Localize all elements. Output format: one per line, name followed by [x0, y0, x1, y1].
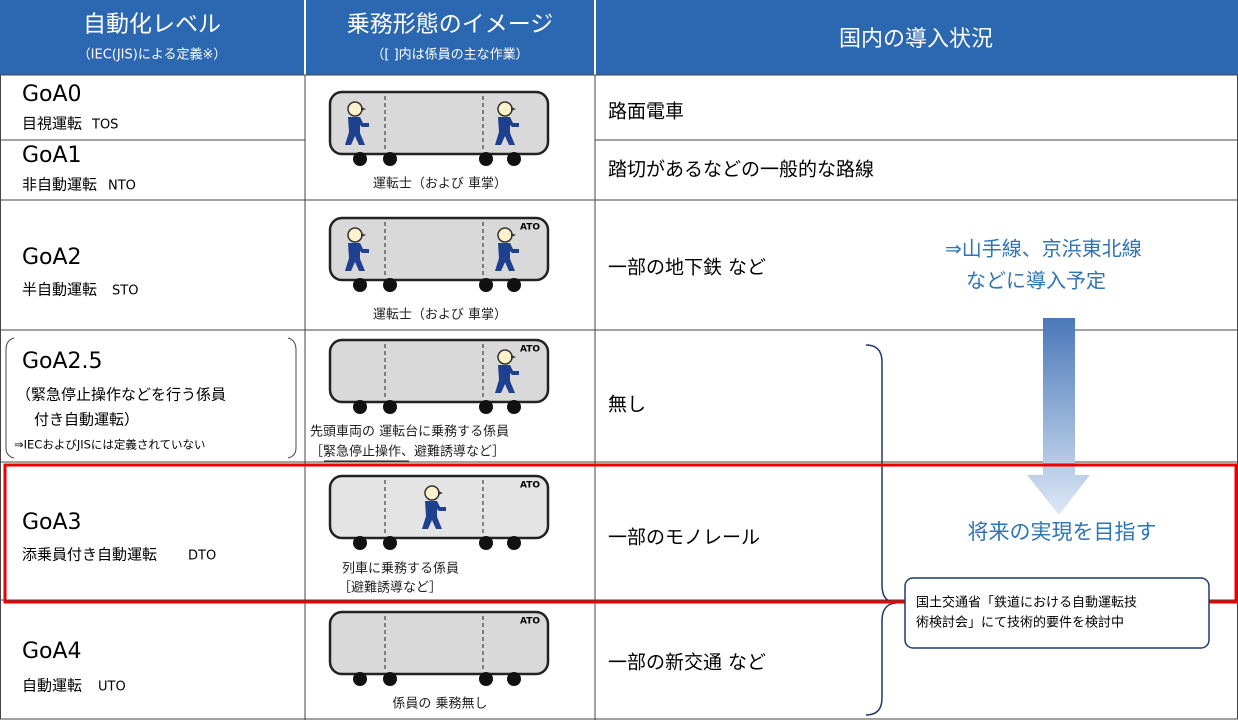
wheel	[383, 536, 397, 550]
arrow	[1027, 318, 1090, 515]
image-caption: 先頭車両の 運転台に乗務する係員	[310, 425, 509, 440]
ato-label: ATO	[520, 345, 540, 355]
level-name: 目視運転	[22, 115, 82, 133]
person-body	[495, 117, 519, 145]
wheel	[479, 278, 493, 292]
image-caption: ［緊急停止操作、避難誘導など］	[310, 444, 505, 460]
person-face	[361, 233, 366, 237]
level-code: NTO	[108, 179, 136, 194]
status: 一部の新交通 など	[608, 652, 766, 674]
level: GoA2.5	[22, 349, 103, 374]
status: 路面電車	[608, 101, 684, 123]
person-body	[495, 243, 519, 271]
status: 無し	[608, 394, 646, 416]
level-note: ⇒IECおよびJISには定義されていない	[14, 438, 206, 452]
header-image: 乗務形態のイメージ	[347, 12, 554, 38]
image-caption: 係員の 乗務無し	[392, 697, 487, 712]
wheel	[507, 278, 521, 292]
wheel	[383, 152, 397, 166]
person-face	[511, 107, 516, 111]
wheel	[507, 152, 521, 166]
wheel	[353, 672, 367, 686]
level-code: UTO	[98, 680, 126, 695]
wheel	[353, 152, 367, 166]
level-name: 付き自動運転）	[34, 411, 139, 429]
level: GoA0	[22, 82, 82, 107]
level-name: 非自動運転	[22, 176, 97, 194]
level-name: 自動運転	[22, 677, 82, 695]
person-body	[345, 117, 369, 145]
header-image-note: （[ ]内は係員の主な作業）	[371, 47, 528, 63]
image-caption: 運転士（および 車掌）	[373, 177, 507, 192]
plan-text: ⇒山手線、京浜東北線	[945, 237, 1142, 261]
person-face	[511, 233, 516, 237]
header-bg	[0, 0, 1238, 75]
person-face	[438, 491, 443, 495]
level: GoA3	[22, 510, 82, 535]
wheel	[383, 278, 397, 292]
person-body	[345, 243, 369, 271]
level: GoA4	[22, 639, 82, 664]
person-face	[361, 107, 366, 111]
person-head	[497, 101, 513, 117]
wheel	[479, 536, 493, 550]
wheel	[507, 536, 521, 550]
note-text: 術検討会」にて技術的要件を検討中	[916, 615, 1124, 631]
level: GoA2	[22, 245, 82, 270]
header-status: 国内の導入状況	[839, 27, 993, 52]
level-name: （緊急停止操作などを行う係員	[16, 386, 226, 404]
wheel	[479, 152, 493, 166]
wheel	[353, 278, 367, 292]
future-text: 将来の実現を目指す	[968, 520, 1157, 544]
image-caption: 列車に乗務する係員	[342, 562, 459, 577]
status: 一部の地下鉄 など	[608, 257, 766, 279]
person-head	[347, 227, 363, 243]
person-head	[497, 349, 513, 365]
person-head	[424, 485, 440, 501]
note-text: 国土交通省「鉄道における自動運転技	[916, 595, 1137, 611]
highlight-box	[3, 463, 1238, 604]
wheel	[479, 672, 493, 686]
header-level-note: （IEC(JIS)による定義※）	[78, 47, 227, 63]
plan-text: などに導入予定	[966, 269, 1106, 293]
level-name: 半自動運転	[22, 281, 97, 299]
level: GoA1	[22, 143, 82, 168]
ato-label: ATO	[520, 481, 540, 491]
trains: ATO ATO ATO ATO	[328, 90, 550, 686]
wheel	[479, 400, 493, 414]
person-body	[422, 501, 446, 529]
brace	[865, 344, 897, 716]
person-face	[511, 355, 516, 359]
person-head	[497, 227, 513, 243]
level-code: TOS	[91, 118, 118, 133]
wheel	[507, 672, 521, 686]
ato-label: ATO	[520, 617, 540, 627]
person-body	[495, 365, 519, 393]
status: 一部のモノレール	[608, 527, 760, 549]
wheel	[507, 400, 521, 414]
wheel	[353, 400, 367, 414]
image-caption: ［避難誘導など］	[338, 581, 442, 596]
status: 踏切があるなどの一般的な路線	[608, 159, 874, 181]
level-code: DTO	[188, 549, 216, 564]
ato-label: ATO	[520, 223, 540, 233]
note-box	[904, 577, 1210, 649]
wheel	[383, 672, 397, 686]
image-caption: 運転士（および 車掌）	[373, 308, 507, 323]
train-body	[328, 610, 550, 676]
person-head	[347, 101, 363, 117]
wheel	[353, 536, 367, 550]
wheel	[383, 400, 397, 414]
bracket	[5, 337, 297, 459]
level-code: STO	[112, 284, 138, 299]
level-name: 添乗員付き自動運転	[22, 546, 157, 564]
header-level: 自動化レベル	[83, 12, 221, 38]
